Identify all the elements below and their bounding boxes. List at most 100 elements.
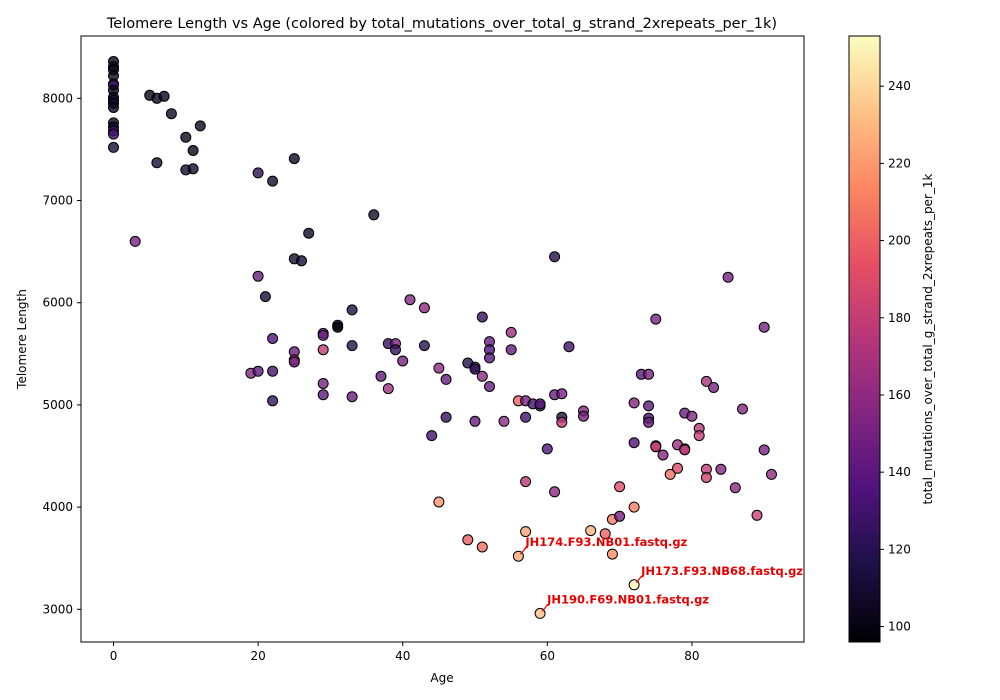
scatter-point-60 <box>404 294 416 306</box>
scatter-point-122 <box>664 468 676 480</box>
scatter-point-117 <box>643 416 655 428</box>
scatter-point-106 <box>606 548 618 560</box>
colorbar-tick-label-3: 160 <box>888 388 911 402</box>
scatter-point-124 <box>672 462 683 474</box>
x-tick-label-0: 0 <box>110 649 118 663</box>
scatter-point-72 <box>469 415 481 427</box>
x-tick-label-3: 60 <box>540 649 555 663</box>
scatter-point-127 <box>679 444 691 456</box>
scatter-point-69 <box>462 534 474 546</box>
scatter-point-133 <box>700 472 712 483</box>
scatter-point-10 <box>108 102 119 113</box>
scatter-point-136 <box>722 271 734 283</box>
y-tick-label-3: 6000 <box>42 296 73 310</box>
scatter-point-91 <box>534 398 546 410</box>
scatter-point-138 <box>737 403 748 415</box>
colorbar-tick-label-6: 220 <box>888 156 911 170</box>
scatter-point-96 <box>549 486 561 498</box>
colorbar-label: total_mutations_over_total_g_strand_2xre… <box>921 173 935 504</box>
scatter-point-93 <box>541 443 553 455</box>
x-tick-label-1: 20 <box>250 649 265 663</box>
scatter-point-50 <box>346 304 358 316</box>
scatter-point-30 <box>252 365 264 377</box>
scatter-point-28 <box>252 167 264 179</box>
y-axis-ticks: 3000 4000 5000 6000 7000 8000 <box>42 91 81 616</box>
scatter-point-74 <box>476 370 488 382</box>
annotation-arrow-1 <box>635 576 642 584</box>
scatter-point-20 <box>165 108 177 120</box>
annotation-label-2: JH190.F69.NB01.fastq.gz <box>546 592 709 606</box>
scatter-point-88 <box>520 526 532 538</box>
scatter-point-100 <box>563 341 575 353</box>
scatter-point-120 <box>650 441 662 453</box>
annotation-label-0: JH174.F93.NB01.fastq.gz <box>524 535 687 549</box>
scatter-point-14 <box>108 128 119 140</box>
colorbar-tick-label-2: 140 <box>888 465 911 479</box>
scatter-point-135 <box>715 463 727 475</box>
scatter-point-45 <box>317 344 329 356</box>
colorbar-tick-label-0: 100 <box>888 620 911 634</box>
scatter-point-49 <box>332 321 344 333</box>
scatter-point-58 <box>390 344 401 356</box>
scatter-point-21 <box>151 157 163 169</box>
scatter-point-82 <box>505 344 517 356</box>
scatter-point-140 <box>758 321 770 333</box>
scatter-point-114 <box>643 368 655 380</box>
scatter-point-41 <box>296 255 307 267</box>
x-tick-label-2: 40 <box>395 649 410 663</box>
y-tick-label-5: 8000 <box>42 91 73 105</box>
scatter-point-25 <box>187 163 199 175</box>
scatter-point-134 <box>708 382 720 393</box>
scatter-point-81 <box>505 326 517 338</box>
scatter-point-62 <box>418 340 430 352</box>
scatter-point-31 <box>259 291 271 303</box>
scatter-point-51 <box>346 340 358 352</box>
y-tick-label-4: 7000 <box>42 194 73 208</box>
annotation-arrow-0 <box>519 547 526 555</box>
scatter-point-115 <box>643 400 655 412</box>
scatter-point-118 <box>650 313 662 325</box>
y-tick-label-2: 5000 <box>42 398 73 412</box>
scatter-point-87 <box>520 476 532 488</box>
colorbar-tick-label-4: 180 <box>888 311 911 325</box>
scatter-point-33 <box>267 333 279 344</box>
scatter-point-44 <box>317 329 329 341</box>
scatter-point-97 <box>556 388 568 400</box>
scatter-point-142 <box>766 468 777 480</box>
scatter-point-102 <box>578 410 589 422</box>
scatter-point-42 <box>303 227 315 239</box>
scatter-point-15 <box>108 141 119 153</box>
scatter-point-34 <box>267 365 279 377</box>
scatter-point-19 <box>158 90 170 102</box>
plot-area: JH174.F93.NB01.fastq.gz JH173.F93.NB68.fa… <box>42 35 805 663</box>
plot-frame <box>80 35 805 643</box>
scatter-point-54 <box>375 370 387 382</box>
annotations-layer: JH174.F93.NB01.fastq.gz JH173.F93.NB68.fa… <box>519 535 803 612</box>
scatter-point-78 <box>484 352 495 364</box>
scatter-point-86 <box>520 411 532 423</box>
scatter-point-53 <box>368 209 380 221</box>
scatter-point-108 <box>614 510 626 522</box>
scatter-point-22 <box>180 131 192 143</box>
scatter-point-32 <box>267 175 279 187</box>
scatter-point-66 <box>440 373 452 385</box>
scatter-point-79 <box>484 381 495 392</box>
scatter-point-111 <box>628 501 640 513</box>
x-axis-label: Age <box>430 671 453 685</box>
y-tick-label-0: 3000 <box>42 602 73 616</box>
scatter-point-47 <box>317 389 329 401</box>
scatter-point-29 <box>252 270 264 282</box>
scatter-point-40 <box>288 356 300 368</box>
points-layer <box>108 56 777 619</box>
scatter-point-36 <box>288 153 300 165</box>
colorbar-ticks: 100 120 140 160 180 200 220 240 <box>880 79 911 634</box>
annotation-arrow-2 <box>541 605 548 612</box>
scatter-point-110 <box>628 437 640 449</box>
scatter-point-104 <box>599 528 611 540</box>
scatter-point-65 <box>433 496 445 508</box>
y-axis-label: Telomere Length <box>15 289 29 390</box>
y-tick-label-1: 4000 <box>42 500 73 514</box>
scatter-point-80 <box>498 415 510 427</box>
colorbar-tick-label-7: 240 <box>888 79 911 93</box>
